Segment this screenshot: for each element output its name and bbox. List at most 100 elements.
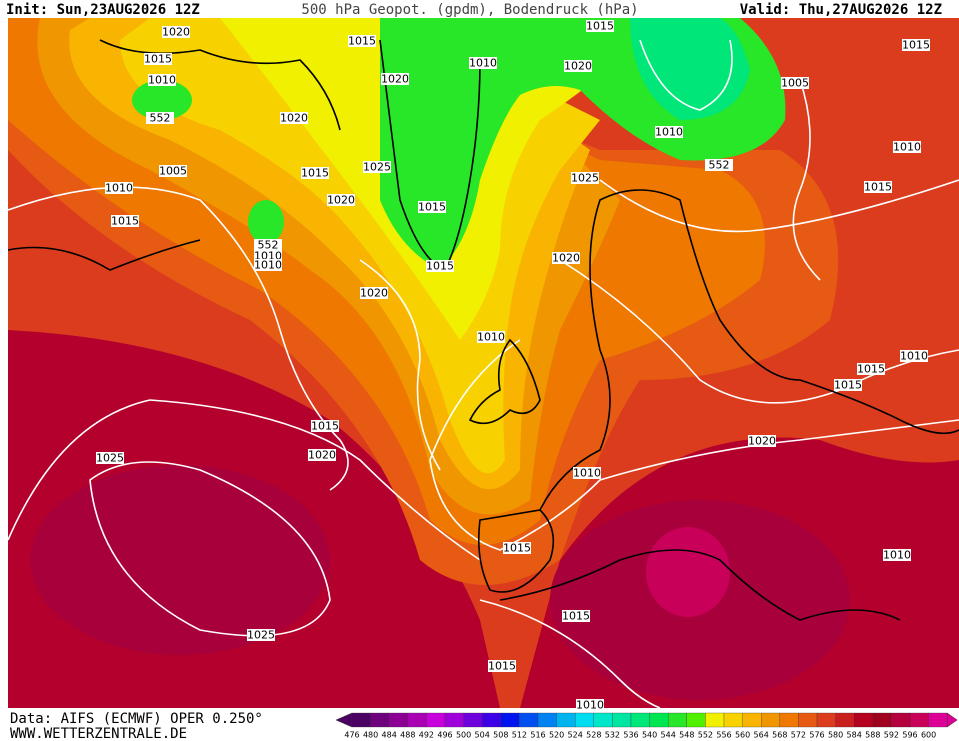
isobar-label-box xyxy=(469,57,497,69)
isobar-label-box xyxy=(857,363,885,375)
colorbar-label: 588 xyxy=(865,731,880,740)
colorbar-label: 584 xyxy=(847,731,862,740)
isobar-label: 1010 xyxy=(573,467,601,480)
isobar-label: 1025 xyxy=(571,172,599,185)
colorbar-swatch xyxy=(407,712,427,728)
isobar-label-box xyxy=(571,172,599,184)
isobar-label: 1010 xyxy=(148,74,176,87)
isobar-label: 1010 xyxy=(576,699,604,712)
isobar-label-box xyxy=(573,467,601,479)
field-596 xyxy=(646,527,730,617)
valid-time: Valid: Thu,27AUG2026 12Z xyxy=(740,2,942,18)
field-548-west xyxy=(132,80,192,120)
colorbar-swatch xyxy=(742,712,762,728)
isobar xyxy=(429,339,959,551)
isobar-label-box xyxy=(381,73,409,85)
map-title: 500 hPa Geopot. (gpdm), Bodendruck (hPa) xyxy=(301,2,638,18)
colorbar: 476 480 484 488 492 496 500 504 508 512 516 520 524 5… xyxy=(335,712,958,740)
isobar-label-box xyxy=(655,126,683,138)
isobar xyxy=(7,399,481,561)
isobar-label: 1015 xyxy=(111,215,139,228)
isobar-label-box xyxy=(503,542,531,554)
isobar-label-box xyxy=(864,181,892,193)
coastline xyxy=(468,338,541,425)
colorbar-label: 572 xyxy=(791,731,806,740)
isobar-label-box xyxy=(96,452,124,464)
isobar xyxy=(792,79,821,281)
colorbar-label: 504 xyxy=(475,731,490,740)
colorbar-swatch xyxy=(500,712,520,728)
colorbar-label: 520 xyxy=(549,731,564,740)
isobar xyxy=(599,179,959,233)
isobar-label: 1015 xyxy=(488,660,516,673)
colorbar-swatch xyxy=(575,712,594,728)
isobar-label: 1020 xyxy=(564,60,592,73)
colorbar-swatch xyxy=(872,712,892,728)
isobar-label: 1005 xyxy=(159,165,187,178)
isobar-label-box xyxy=(254,239,282,251)
isobar-label: 1020 xyxy=(381,73,409,86)
isobar-label: 1015 xyxy=(301,167,329,180)
isobar-labels: 1020 1015 1015 1010 552 1020 1020 1010 1015 1020 1… xyxy=(96,20,930,712)
isobar-label: 1010 xyxy=(477,331,505,344)
colorbar-swatch xyxy=(482,712,501,728)
isobar-label-box xyxy=(247,629,275,641)
isobar xyxy=(559,259,959,404)
colorbar-label: 532 xyxy=(605,731,620,740)
colorbar-label: 508 xyxy=(493,731,508,740)
colorbar-label: 516 xyxy=(530,731,545,740)
isobar-label: 1025 xyxy=(96,452,124,465)
coastline xyxy=(499,549,901,621)
coastline xyxy=(539,189,959,511)
colorbar-label: 528 xyxy=(586,731,601,740)
isobar-label: 1010 xyxy=(105,182,133,195)
isobar-label: 1010 xyxy=(469,57,497,70)
isobar-label-box xyxy=(902,39,930,51)
colorbar-swatch xyxy=(426,712,446,728)
isobar-label: 1015 xyxy=(586,20,614,33)
colorbar-swatch xyxy=(854,712,873,728)
colorbar-label: 476 xyxy=(344,731,359,740)
colorbar-label: 492 xyxy=(419,731,434,740)
isobar-label-box xyxy=(834,379,862,391)
isobar-label-box xyxy=(705,159,733,171)
header-bar xyxy=(0,0,959,18)
colorbar-swatch xyxy=(891,712,911,728)
colorbar-label: 576 xyxy=(809,731,824,740)
isobar-label-box xyxy=(418,201,446,213)
isobar-label: 1015 xyxy=(902,39,930,52)
colorbar-label: 480 xyxy=(363,731,378,740)
colorbar-swatch xyxy=(835,712,855,728)
isobar-label-box xyxy=(311,420,339,432)
colorbar-swatch xyxy=(612,712,632,728)
isobar-label: 1015 xyxy=(426,260,454,273)
isobar-label-box xyxy=(781,77,809,89)
isobar-label: 552 xyxy=(258,239,279,252)
website: WWW.WETTERZENTRALE.DE xyxy=(10,726,187,741)
colorbar-swatch xyxy=(723,712,743,728)
isobar xyxy=(359,259,441,471)
colorbar-label: 488 xyxy=(400,731,415,740)
colorbar-label: 568 xyxy=(772,731,787,740)
isobar-label-box xyxy=(883,549,911,561)
isobar-label: 1010 xyxy=(893,141,921,154)
colorbar-label: 544 xyxy=(661,731,676,740)
colorbar-swatch xyxy=(798,712,818,728)
isobar-label: 1015 xyxy=(418,201,446,214)
colorbar-swatch xyxy=(816,712,836,728)
colorbar-label: 512 xyxy=(512,731,527,740)
colorbar-swatch xyxy=(909,712,929,728)
colorbar-swatch xyxy=(593,712,613,728)
isobar-label-box xyxy=(162,26,190,38)
init-time: Init: Sun,23AUG2026 12Z xyxy=(6,2,200,18)
field-592 xyxy=(30,465,330,655)
colorbar-label: 600 xyxy=(921,731,936,740)
isobar-label: 1015 xyxy=(857,363,885,376)
isobar-label-box xyxy=(576,699,604,711)
colorbar-label: 552 xyxy=(698,731,713,740)
colorbar-swatch xyxy=(928,712,948,728)
isobar-label: 1015 xyxy=(348,35,376,48)
isobar-label-box xyxy=(327,194,355,206)
coastline xyxy=(7,39,341,271)
